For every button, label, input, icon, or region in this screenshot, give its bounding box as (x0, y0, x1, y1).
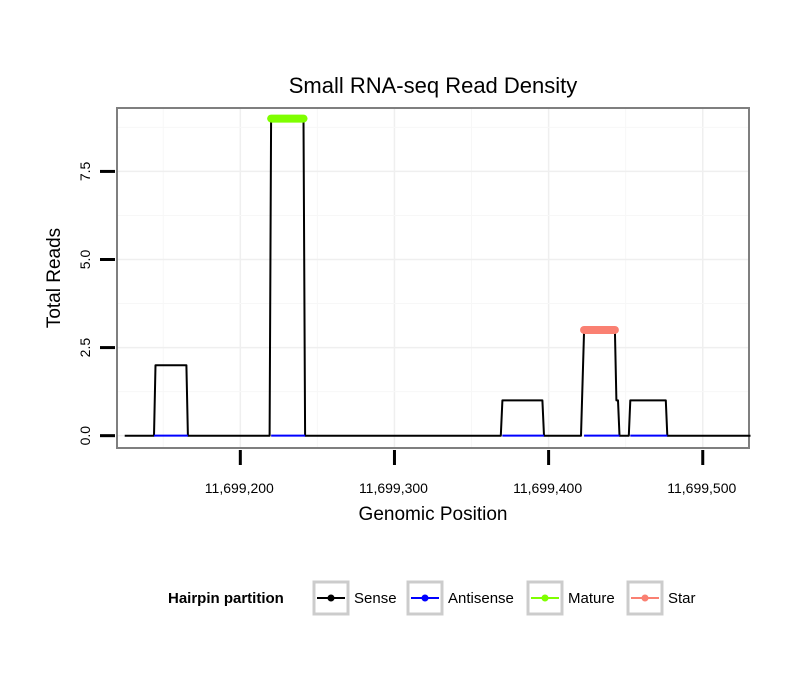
legend: Hairpin partition Sense Antisense Mature St… (168, 580, 696, 616)
y-tick-label: 0.0 (77, 426, 93, 446)
legend-key-dot (541, 594, 549, 602)
legend-key-dot (421, 594, 429, 602)
x-axis-label: Genomic Position (359, 504, 508, 525)
legend-item-sense: Sense (312, 580, 397, 616)
legend-item-antisense: Antisense (406, 580, 514, 616)
legend-key-dot (327, 594, 335, 602)
sense-line (124, 117, 751, 437)
axes: 11,699,200 11,699,300 11,699,400 11,699,500… (77, 161, 736, 496)
legend-label: Star (668, 590, 696, 607)
data-series (124, 114, 751, 437)
legend-key-dot (641, 594, 649, 602)
legend-label: Antisense (448, 590, 514, 607)
legend-item-mature: Mature (526, 580, 615, 616)
chart-title: Small RNA-seq Read Density (289, 73, 578, 98)
plot-panel (116, 107, 750, 449)
x-tick-label: 11,699,500 (667, 480, 736, 496)
legend-title: Hairpin partition (168, 590, 284, 607)
y-tick-label: 7.5 (77, 161, 93, 181)
x-tick-label: 11,699,300 (359, 480, 428, 496)
y-axis-label: Total Reads (44, 228, 65, 328)
legend-label: Sense (354, 590, 397, 607)
x-tick-label: 11,699,200 (205, 480, 274, 496)
x-tick-label: 11,699,400 (513, 480, 582, 496)
y-tick-label: 2.5 (77, 338, 93, 358)
y-tick-label: 5.0 (77, 250, 93, 270)
legend-item-star: Star (626, 580, 696, 616)
legend-label: Mature (568, 590, 615, 607)
